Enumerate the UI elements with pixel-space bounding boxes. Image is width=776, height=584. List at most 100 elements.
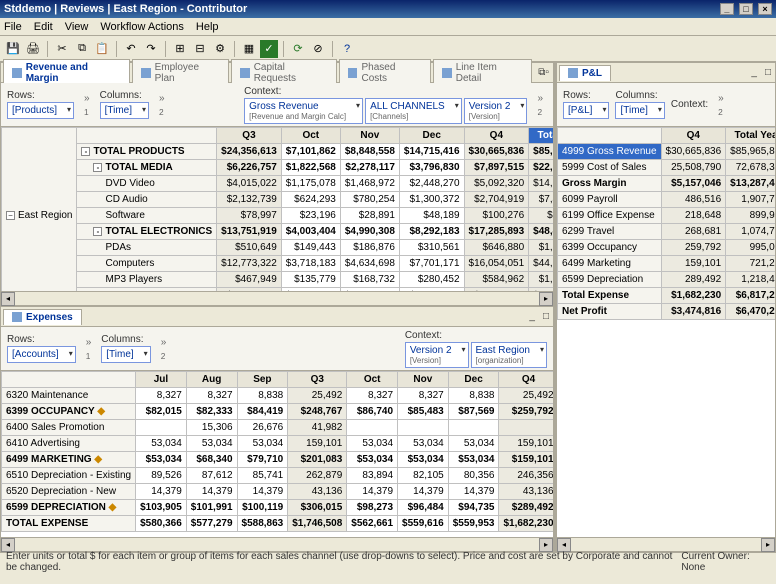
col-header[interactable]: Q4 — [499, 372, 553, 388]
row-label[interactable]: 6499 MARKETING ◆ — [2, 452, 136, 468]
row-label[interactable]: 6399 OCCUPANCY ◆ — [2, 404, 136, 420]
cell[interactable]: 8,327 — [347, 388, 398, 404]
cell[interactable]: $186,876 — [340, 240, 399, 256]
cell[interactable]: $149,443 — [281, 240, 340, 256]
cell[interactable]: $280,452 — [399, 272, 464, 288]
cell[interactable]: $22,134,394 — [529, 160, 553, 176]
row-label[interactable]: TOTAL EXPENSE — [2, 516, 136, 532]
cell[interactable]: $82,333 — [186, 404, 237, 420]
menu-edit[interactable]: Edit — [34, 21, 53, 33]
cell[interactable]: $780,254 — [340, 192, 399, 208]
cell[interactable] — [347, 420, 398, 436]
cell[interactable]: $1,795,491 — [529, 240, 553, 256]
row-label[interactable]: 6510 Depreciation - Existing — [2, 468, 136, 484]
cell[interactable]: $1,682,230 — [661, 288, 726, 304]
menu-file[interactable]: File — [4, 21, 22, 33]
cell[interactable]: 85,741 — [237, 468, 288, 484]
cell[interactable]: $646,880 — [464, 240, 529, 256]
check-icon[interactable]: ✓ — [260, 40, 278, 58]
cell[interactable]: 246,356 — [499, 468, 553, 484]
cell[interactable]: $1,300,372 — [399, 192, 464, 208]
scroll-right-icon[interactable]: ▸ — [539, 292, 553, 306]
print-icon[interactable]: 🖨 — [24, 40, 42, 58]
cell[interactable]: $1,175,078 — [281, 176, 340, 192]
cell[interactable]: $85,965,818 — [529, 144, 553, 160]
expenses-grid[interactable]: JulAugSepQ3OctNovDecQ4Total Y6320 Mainte… — [1, 371, 553, 537]
tool-icon-2[interactable]: ⊟ — [191, 40, 209, 58]
collapse-icon[interactable]: - — [81, 147, 90, 156]
cell[interactable]: $159,101 — [499, 452, 553, 468]
cell[interactable]: 159,101 — [288, 436, 347, 452]
cell[interactable]: 53,034 — [347, 436, 398, 452]
col-header[interactable]: Q3 — [288, 372, 347, 388]
cell[interactable]: $580,366 — [136, 516, 187, 532]
cell[interactable]: $577,279 — [186, 516, 237, 532]
cell[interactable]: 53,034 — [448, 436, 499, 452]
col-header[interactable]: Dec — [448, 372, 499, 388]
minimize-button[interactable]: _ — [720, 3, 734, 15]
nav-arrow-icon[interactable]: »2 — [714, 93, 728, 117]
col-header[interactable]: Oct — [347, 372, 398, 388]
row-label[interactable]: 6400 Sales Promotion — [2, 420, 136, 436]
cell[interactable]: $1,746,508 — [288, 516, 347, 532]
cell[interactable]: 53,034 — [398, 436, 449, 452]
cell[interactable]: 14,379 — [237, 484, 288, 500]
tab-capital-requests[interactable]: Capital Requests — [231, 59, 337, 86]
col-header[interactable]: Oct — [281, 128, 340, 144]
cell[interactable]: 995,068 — [726, 240, 775, 256]
row-label[interactable]: 6599 DEPRECIATION ◆ — [2, 500, 136, 516]
revenue-grid[interactable]: −East RegionQ3OctNovDecQ4Total Year-TOTA… — [1, 127, 553, 291]
cell[interactable]: 8,838 — [448, 388, 499, 404]
cell[interactable]: $2,132,739 — [217, 192, 282, 208]
cell[interactable]: $6,470,228 — [726, 304, 775, 320]
tool-icon-3[interactable]: ⚙ — [211, 40, 229, 58]
row-label[interactable]: 6099 Payroll — [558, 192, 662, 208]
redo-icon[interactable]: ↷ — [142, 40, 160, 58]
cell[interactable]: $7,701,171 — [399, 256, 464, 272]
collapse-icon[interactable]: − — [6, 211, 15, 220]
cell[interactable]: $48,189 — [399, 208, 464, 224]
col-header[interactable]: Q4 — [464, 128, 529, 144]
cell[interactable]: 53,034 — [186, 436, 237, 452]
cell[interactable]: $7,101,862 — [281, 144, 340, 160]
context-selector-2[interactable]: East Region[organization] — [471, 342, 547, 368]
cell[interactable]: $3,796,830 — [399, 160, 464, 176]
cell[interactable]: $16,054,051 — [464, 256, 529, 272]
cell[interactable]: 82,105 — [398, 468, 449, 484]
cell[interactable]: $100,119 — [237, 500, 288, 516]
help-icon[interactable]: ? — [338, 40, 356, 58]
cell[interactable]: $84,419 — [237, 404, 288, 420]
cell[interactable]: 41,982 — [288, 420, 347, 436]
cell[interactable]: $3,718,183 — [281, 256, 340, 272]
undo-icon[interactable]: ↶ — [122, 40, 140, 58]
row-label[interactable]: 5999 Cost of Sales — [558, 160, 662, 176]
horizontal-scrollbar[interactable]: ◂▸ — [1, 537, 553, 551]
row-label[interactable]: -TOTAL MEDIA — [77, 160, 217, 176]
cell[interactable]: $248,767 — [288, 404, 347, 420]
row-label[interactable]: 6199 Office Expense — [558, 208, 662, 224]
pane-minimize-icon[interactable]: _ — [525, 311, 539, 322]
cell[interactable]: $584,962 — [464, 272, 529, 288]
cell[interactable]: 159,101 — [661, 256, 726, 272]
cell[interactable]: $14,365,660 — [529, 176, 553, 192]
cell[interactable]: 1,907,795 — [726, 192, 775, 208]
cell[interactable]: $6,817,222 — [726, 288, 775, 304]
tab-employee-plan[interactable]: Employee Plan — [132, 59, 229, 86]
cell[interactable]: $85,965,818 — [726, 144, 775, 160]
cell[interactable]: 268,681 — [661, 224, 726, 240]
cell[interactable]: $17,285,893 — [464, 224, 529, 240]
cell[interactable]: 14,379 — [347, 484, 398, 500]
row-label[interactable]: 6520 Depreciation - New — [2, 484, 136, 500]
cell[interactable]: $103,905 — [136, 500, 187, 516]
cell[interactable]: $5,157,046 — [661, 176, 726, 192]
row-label[interactable]: 6410 Advertising — [2, 436, 136, 452]
cell[interactable]: $2,626,403 — [399, 288, 464, 292]
maximize-button[interactable]: □ — [739, 3, 753, 15]
cell[interactable]: 25,492 — [499, 388, 553, 404]
row-label[interactable]: -TOTAL THEATER — [77, 288, 217, 292]
col-header[interactable]: Q3 — [217, 128, 282, 144]
cell[interactable]: $101,991 — [186, 500, 237, 516]
cell[interactable]: $2,448,270 — [399, 176, 464, 192]
cell[interactable]: 87,612 — [186, 468, 237, 484]
row-label[interactable]: 4999 Gross Revenue — [558, 144, 662, 160]
